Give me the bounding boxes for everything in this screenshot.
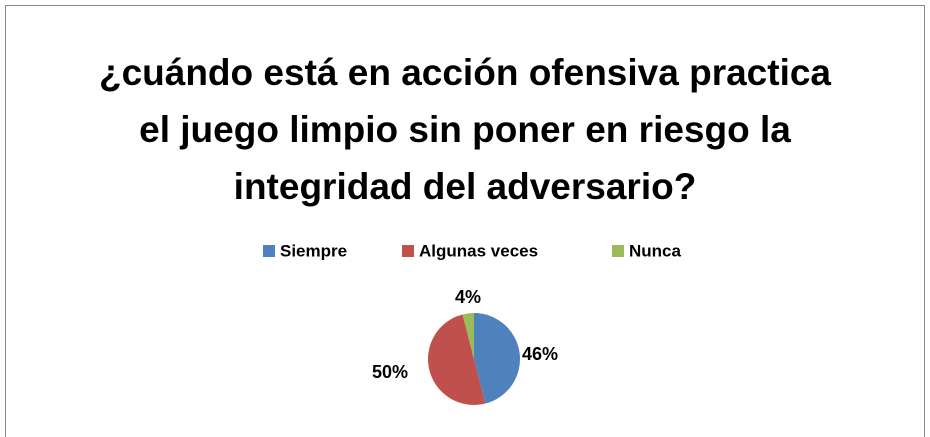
legend-label: Nunca xyxy=(629,241,682,260)
legend-swatch xyxy=(402,245,414,257)
chart-border xyxy=(5,5,925,437)
data-label: 46% xyxy=(522,344,558,364)
data-label: 4% xyxy=(455,287,481,307)
legend-label: Siempre xyxy=(280,241,347,260)
chart-title: ¿cuándo está en acción ofensiva practica… xyxy=(98,52,832,207)
pie-slice xyxy=(462,313,474,359)
pie-slice xyxy=(474,313,521,404)
pie-slice xyxy=(427,314,486,405)
data-label: 50% xyxy=(372,362,408,382)
legend-swatch xyxy=(612,245,624,257)
legend-swatch xyxy=(263,245,275,257)
legend-label: Algunas veces xyxy=(419,241,538,260)
